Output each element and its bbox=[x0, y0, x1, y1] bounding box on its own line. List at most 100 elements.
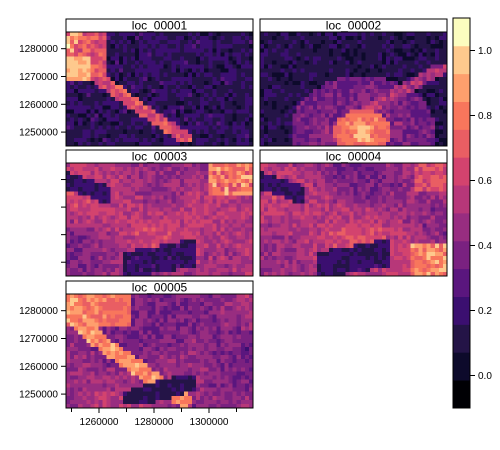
heatmap-cell bbox=[118, 109, 124, 114]
heatmap-cell bbox=[264, 183, 269, 188]
heatmap-cell bbox=[90, 167, 95, 172]
heatmap-cell bbox=[365, 141, 371, 147]
heatmap-cell bbox=[260, 80, 265, 86]
heatmap-cell bbox=[224, 223, 229, 228]
heatmap-cell bbox=[151, 101, 156, 106]
heatmap-cell bbox=[442, 84, 448, 90]
heatmap-cell bbox=[410, 227, 415, 232]
heatmap-cell bbox=[414, 235, 419, 240]
heatmap-cell bbox=[434, 64, 440, 69]
heatmap-cell bbox=[86, 44, 91, 49]
heatmap-cell bbox=[90, 227, 95, 232]
heatmap-cell bbox=[179, 60, 185, 65]
heatmap-cell bbox=[280, 64, 285, 69]
heatmap-cell bbox=[248, 199, 254, 204]
heatmap-cell bbox=[381, 199, 387, 204]
heatmap-cell bbox=[288, 113, 293, 118]
heatmap-cell bbox=[212, 243, 217, 249]
heatmap-cell bbox=[147, 125, 152, 131]
heatmap-cell bbox=[175, 223, 181, 228]
heatmap-cell bbox=[260, 215, 265, 220]
heatmap-cell bbox=[224, 175, 229, 180]
heatmap-cell bbox=[147, 187, 152, 192]
heatmap-cell bbox=[232, 243, 238, 249]
heatmap-cell bbox=[70, 109, 75, 114]
heatmap-cell bbox=[418, 187, 423, 192]
heatmap-cell bbox=[308, 247, 314, 253]
heatmap-cell bbox=[337, 80, 342, 86]
heatmap-cell bbox=[341, 235, 346, 240]
heatmap-cell bbox=[102, 113, 107, 118]
heatmap-cell bbox=[244, 247, 250, 253]
heatmap-cell bbox=[74, 84, 79, 90]
heatmap-cell bbox=[329, 251, 334, 257]
heatmap-cell bbox=[329, 36, 334, 41]
heatmap-cell bbox=[333, 137, 338, 143]
heatmap-cell bbox=[151, 113, 156, 118]
heatmap-cell bbox=[365, 97, 371, 102]
heatmap-cell bbox=[175, 179, 181, 184]
heatmap-cell bbox=[192, 101, 197, 106]
heatmap-cell bbox=[135, 89, 140, 94]
heatmap-cell bbox=[204, 36, 209, 41]
heatmap-cell bbox=[325, 121, 330, 126]
heatmap-cell bbox=[98, 56, 103, 61]
heatmap-cell bbox=[236, 191, 242, 196]
heatmap-cell bbox=[110, 247, 116, 253]
heatmap-cell bbox=[329, 163, 334, 168]
heatmap-cell bbox=[179, 84, 185, 90]
heatmap-cell bbox=[386, 239, 391, 245]
heatmap-cell bbox=[422, 68, 427, 74]
heatmap-cell bbox=[272, 187, 277, 192]
heatmap-cell bbox=[106, 89, 112, 94]
heatmap-cell bbox=[386, 80, 391, 86]
heatmap-cell bbox=[122, 235, 128, 240]
heatmap-cell bbox=[341, 125, 346, 131]
heatmap-cell bbox=[312, 207, 318, 212]
heatmap-cell bbox=[373, 52, 379, 57]
heatmap-cell bbox=[381, 183, 387, 188]
heatmap-cell bbox=[86, 227, 91, 232]
heatmap-cell bbox=[236, 267, 242, 273]
heatmap-cell bbox=[192, 215, 197, 220]
heatmap-cell bbox=[390, 89, 395, 94]
heatmap-cell bbox=[430, 64, 436, 69]
heatmap-cell bbox=[402, 235, 407, 240]
heatmap-cell bbox=[333, 125, 338, 131]
heatmap-cell bbox=[369, 60, 375, 65]
heatmap-cell bbox=[373, 211, 379, 216]
heatmap-cell bbox=[325, 101, 330, 106]
heatmap-cell bbox=[268, 203, 273, 208]
heatmap-cell bbox=[260, 195, 265, 200]
heatmap-cell bbox=[381, 247, 387, 253]
heatmap-cell bbox=[325, 191, 330, 196]
heatmap-cell bbox=[438, 235, 444, 240]
heatmap-cell bbox=[159, 179, 164, 184]
heatmap-cell bbox=[264, 48, 269, 53]
heatmap-cell bbox=[418, 207, 423, 212]
heatmap-cell bbox=[406, 203, 411, 208]
heatmap-cell bbox=[381, 255, 387, 261]
heatmap-cell bbox=[381, 32, 387, 37]
heatmap-cell bbox=[86, 109, 91, 114]
heatmap-cell bbox=[66, 121, 71, 126]
heatmap-cell bbox=[434, 215, 440, 220]
heatmap-cell bbox=[208, 64, 213, 69]
heatmap-cell bbox=[236, 113, 242, 118]
heatmap-cell bbox=[106, 247, 112, 253]
heatmap-cell bbox=[264, 84, 269, 90]
heatmap-cell bbox=[264, 243, 269, 249]
heatmap-cell bbox=[159, 187, 164, 192]
heatmap-cell bbox=[248, 121, 254, 126]
heatmap-cell bbox=[268, 223, 273, 228]
heatmap-cell bbox=[430, 32, 436, 37]
heatmap-cell bbox=[163, 175, 168, 180]
heatmap-cell bbox=[418, 175, 423, 180]
heatmap-cell bbox=[106, 239, 112, 245]
heatmap-cell bbox=[394, 179, 399, 184]
heatmap-cell bbox=[204, 227, 209, 232]
heatmap-cell bbox=[183, 121, 189, 126]
heatmap-cell bbox=[131, 247, 136, 253]
heatmap-cell bbox=[329, 93, 334, 98]
heatmap-cell bbox=[434, 44, 440, 49]
